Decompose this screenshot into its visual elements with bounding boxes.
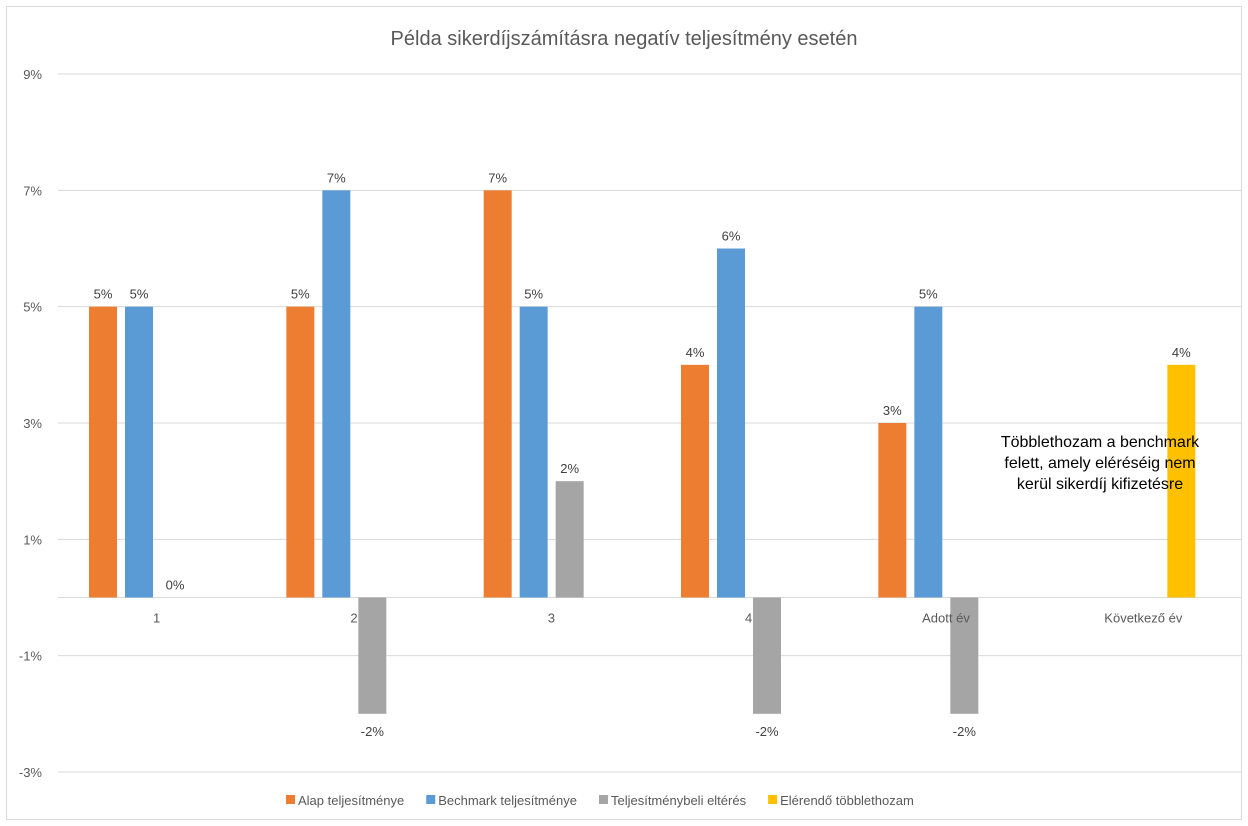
x-tick-label: Következő év (1104, 611, 1183, 626)
bar (483, 190, 512, 598)
y-tick-label: 9% (23, 67, 42, 82)
data-label: 5% (919, 287, 938, 302)
bar (950, 597, 979, 714)
y-tick-label: -1% (19, 649, 43, 664)
data-label: -2% (361, 724, 385, 739)
legend-swatch (598, 795, 608, 804)
data-label: 0% (166, 578, 185, 593)
legend-swatch (426, 795, 436, 804)
data-label: 2% (560, 461, 579, 476)
data-label: 4% (1172, 345, 1191, 360)
legend-label: Alap teljesítménye (298, 793, 404, 808)
bar (681, 364, 709, 598)
bar (125, 306, 153, 598)
bar (914, 306, 943, 598)
data-label: 7% (488, 170, 507, 185)
data-label: 5% (524, 287, 543, 302)
legend-label: Elérendő többlethozam (780, 793, 914, 808)
data-label: 7% (327, 170, 346, 185)
y-tick-label: 1% (23, 532, 42, 547)
chart-frame (6, 6, 1242, 820)
data-label: 3% (883, 403, 902, 418)
legend-swatch (286, 795, 295, 804)
bar (286, 306, 315, 598)
data-label: 5% (291, 287, 310, 302)
bar (753, 597, 781, 714)
x-tick-label: 4 (745, 611, 752, 626)
data-label: -2% (953, 724, 977, 739)
data-label: -2% (755, 724, 779, 739)
chart-title: Példa sikerdíjszámításra negatív teljesí… (390, 28, 858, 50)
legend-label: Teljesítménybeli eltérés (611, 793, 747, 808)
bar (717, 248, 745, 598)
annotation-text: Többlethozam a benchmark felett, amely e… (1000, 434, 1200, 493)
data-label: 4% (686, 345, 705, 360)
bar (322, 190, 351, 598)
bar (878, 423, 907, 598)
y-tick-label: 5% (23, 300, 42, 315)
bar (555, 481, 584, 598)
data-label: 5% (130, 287, 149, 302)
bar (358, 597, 387, 714)
x-tick-label: 3 (548, 611, 555, 626)
x-tick-label: 1 (153, 611, 160, 626)
data-label: 6% (722, 229, 741, 244)
data-label: 5% (94, 287, 113, 302)
y-tick-label: 7% (23, 183, 42, 198)
bar (519, 306, 548, 598)
y-tick-label: -3% (19, 765, 43, 780)
y-tick-label: 3% (23, 416, 42, 431)
bar (1167, 364, 1196, 598)
x-tick-label: 2 (350, 611, 357, 626)
bar (89, 306, 117, 598)
legend-label: Bechmark teljesítménye (438, 793, 577, 808)
x-tick-label: Adott év (922, 611, 970, 626)
legend-swatch (768, 795, 778, 804)
